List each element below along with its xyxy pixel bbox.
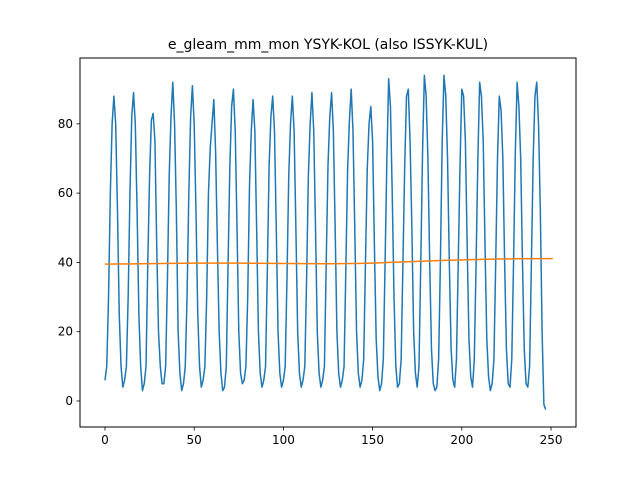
y-tick-label: 80 [58, 117, 73, 131]
x-axis: 0 50 100 150 200 250 [101, 427, 562, 447]
x-tick-label: 0 [101, 433, 109, 447]
x-tick-label: 150 [361, 433, 384, 447]
trend-line [104, 257, 553, 265]
plot-frame [79, 57, 577, 428]
y-tick-label: 20 [58, 325, 73, 339]
y-tick-label: 40 [58, 255, 73, 269]
x-tick-label: 200 [450, 433, 473, 447]
seasonal-line [104, 74, 547, 410]
y-axis: 0 20 40 60 80 [58, 117, 80, 408]
x-tick-label: 250 [540, 433, 563, 447]
y-tick-label: 60 [58, 186, 73, 200]
plot-area [104, 74, 553, 410]
x-tick-label: 50 [187, 433, 202, 447]
x-tick-label: 100 [272, 433, 295, 447]
chart-title: e_gleam_mm_mon YSYK-KOL (also ISSYK-KUL) [168, 37, 488, 53]
y-tick-label: 0 [65, 394, 73, 408]
